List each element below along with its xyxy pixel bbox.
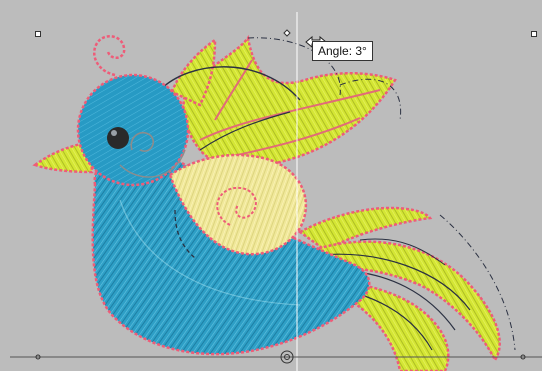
head-curl[interactable] — [93, 35, 126, 77]
cream-wing[interactable] — [168, 153, 308, 259]
angle-tooltip-text: Angle: 3° — [318, 44, 367, 58]
angle-tooltip: Angle: 3° — [312, 41, 373, 61]
bird-head[interactable] — [32, 73, 190, 187]
rotation-pivot-marker[interactable] — [280, 350, 294, 364]
selection-handle-top-left[interactable] — [35, 31, 41, 37]
selection-handle-top-right[interactable] — [531, 31, 537, 37]
pivot-handle-icon[interactable] — [283, 29, 291, 37]
